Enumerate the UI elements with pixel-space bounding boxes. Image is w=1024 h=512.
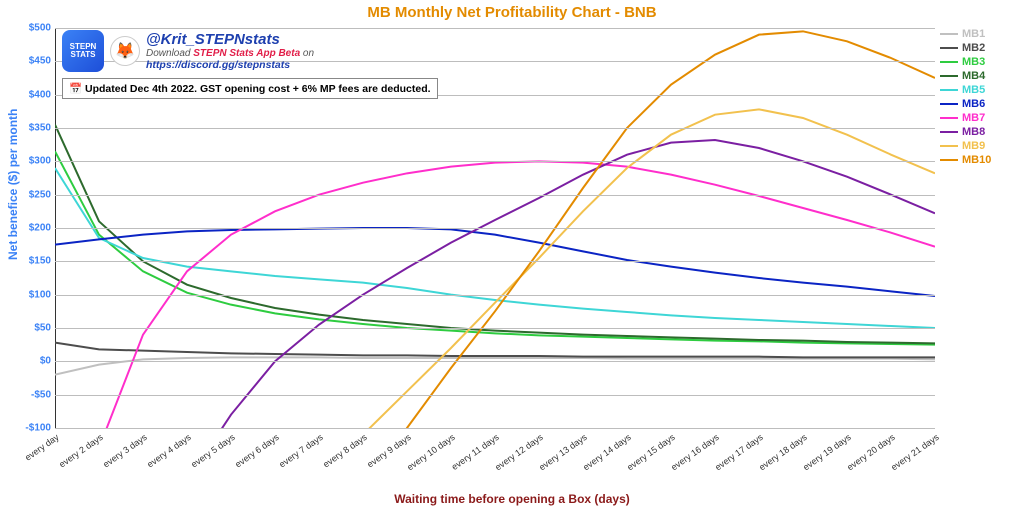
legend-swatch — [940, 145, 958, 147]
gridline — [55, 295, 935, 296]
legend-swatch — [940, 33, 958, 35]
y-tick-label: $0 — [40, 356, 51, 367]
y-axis-label: Net benefice ($) per month — [6, 109, 20, 260]
fox-icon: 🦊 — [110, 36, 140, 66]
attribution-subtitle: Download STEPN Stats App Beta on — [146, 48, 314, 59]
legend-item-MB1: MB1 — [940, 28, 1018, 40]
y-tick-label: $500 — [29, 23, 51, 34]
update-annotation: 📅 Updated Dec 4th 2022. GST opening cost… — [62, 78, 438, 99]
x-tick-label: every 14 days — [581, 432, 633, 472]
series-line-MB3 — [55, 151, 935, 344]
x-tick-label: every 8 days — [321, 432, 369, 469]
y-tick-label: -$50 — [31, 389, 51, 400]
legend-item-MB2: MB2 — [940, 42, 1018, 54]
legend-item-MB9: MB9 — [940, 140, 1018, 152]
x-tick-label: every 12 days — [493, 432, 545, 472]
legend-item-MB6: MB6 — [940, 98, 1018, 110]
annotation-text: Updated Dec 4th 2022. GST opening cost +… — [85, 83, 431, 95]
y-tick-label: $300 — [29, 156, 51, 167]
legend-label: MB6 — [962, 98, 985, 110]
series-line-MB1 — [55, 357, 935, 374]
gridline — [55, 428, 935, 429]
legend: MB1 MB2 MB3 MB4 MB5 MB6 MB7 MB8 MB9 MB10 — [940, 28, 1018, 168]
legend-label: MB7 — [962, 112, 985, 124]
discord-link: https://discord.gg/stepnstats — [146, 59, 314, 71]
x-tick-label: every 3 days — [101, 432, 149, 469]
gridline — [55, 361, 935, 362]
stepn-stats-logo: STEPN STATS — [62, 30, 104, 72]
x-tick-label: every 21 days — [889, 432, 941, 472]
x-tick-label: every 18 days — [757, 432, 809, 472]
x-tick-label: every 10 days — [405, 432, 457, 472]
legend-label: MB3 — [962, 56, 985, 68]
legend-item-MB3: MB3 — [940, 56, 1018, 68]
x-tick-label: every 11 days — [450, 432, 501, 472]
x-tick-label: every 15 days — [625, 432, 677, 472]
attribution-text: @Krit_STEPNstats Download STEPN Stats Ap… — [146, 31, 314, 71]
legend-item-MB7: MB7 — [940, 112, 1018, 124]
x-tick-label: every 7 days — [277, 432, 325, 469]
legend-swatch — [940, 61, 958, 63]
x-tick-label: every 16 days — [669, 432, 721, 472]
legend-swatch — [940, 75, 958, 77]
legend-label: MB1 — [962, 28, 985, 40]
series-line-MB2 — [55, 343, 935, 358]
x-tick-label: every day — [23, 432, 61, 463]
y-tick-label: $400 — [29, 89, 51, 100]
y-tick-label: $200 — [29, 223, 51, 234]
legend-label: MB5 — [962, 84, 985, 96]
x-tick-label: every 13 days — [537, 432, 589, 472]
gridline — [55, 395, 935, 396]
legend-item-MB4: MB4 — [940, 70, 1018, 82]
twitter-handle: @Krit_STEPNstats — [146, 31, 314, 48]
legend-item-MB10: MB10 — [940, 154, 1018, 166]
calendar-icon: 📅 — [69, 83, 82, 95]
legend-label: MB4 — [962, 70, 985, 82]
series-line-MB7 — [55, 161, 935, 512]
legend-label: MB8 — [962, 126, 985, 138]
y-tick-label: $350 — [29, 123, 51, 134]
legend-item-MB5: MB5 — [940, 84, 1018, 96]
legend-label: MB2 — [962, 42, 985, 54]
x-tick-label: every 6 days — [233, 432, 281, 469]
chart-title: MB Monthly Net Profitability Chart - BNB — [0, 4, 1024, 21]
legend-label: MB10 — [962, 154, 991, 166]
y-tick-label: $150 — [29, 256, 51, 267]
gridline — [55, 228, 935, 229]
legend-swatch — [940, 47, 958, 49]
gridline — [55, 261, 935, 262]
legend-item-MB8: MB8 — [940, 126, 1018, 138]
x-tick-label: every 5 days — [189, 432, 237, 469]
legend-label: MB9 — [962, 140, 985, 152]
legend-swatch — [940, 117, 958, 119]
x-tick-label: every 20 days — [845, 432, 897, 472]
y-tick-label: $50 — [34, 323, 51, 334]
legend-swatch — [940, 103, 958, 105]
gridline — [55, 195, 935, 196]
legend-swatch — [940, 159, 958, 161]
legend-swatch — [940, 131, 958, 133]
y-tick-label: $100 — [29, 289, 51, 300]
gridline — [55, 161, 935, 162]
x-tick-label: every 2 days — [57, 432, 105, 469]
attribution-box: STEPN STATS 🦊 @Krit_STEPNstats Download … — [62, 30, 314, 72]
y-tick-label: $250 — [29, 189, 51, 200]
y-tick-label: -$100 — [25, 423, 51, 434]
series-line-MB8 — [55, 140, 935, 512]
gridline — [55, 328, 935, 329]
gridline — [55, 28, 935, 29]
gridline — [55, 128, 935, 129]
x-tick-label: every 17 days — [713, 432, 765, 472]
x-axis-label: Waiting time before opening a Box (days) — [0, 492, 1024, 506]
chart-title-text: MB Monthly Net Profitability Chart - BNB — [367, 4, 656, 21]
x-tick-label: every 19 days — [801, 432, 853, 472]
legend-swatch — [940, 89, 958, 91]
y-tick-label: $450 — [29, 56, 51, 67]
x-tick-label: every 4 days — [145, 432, 193, 469]
